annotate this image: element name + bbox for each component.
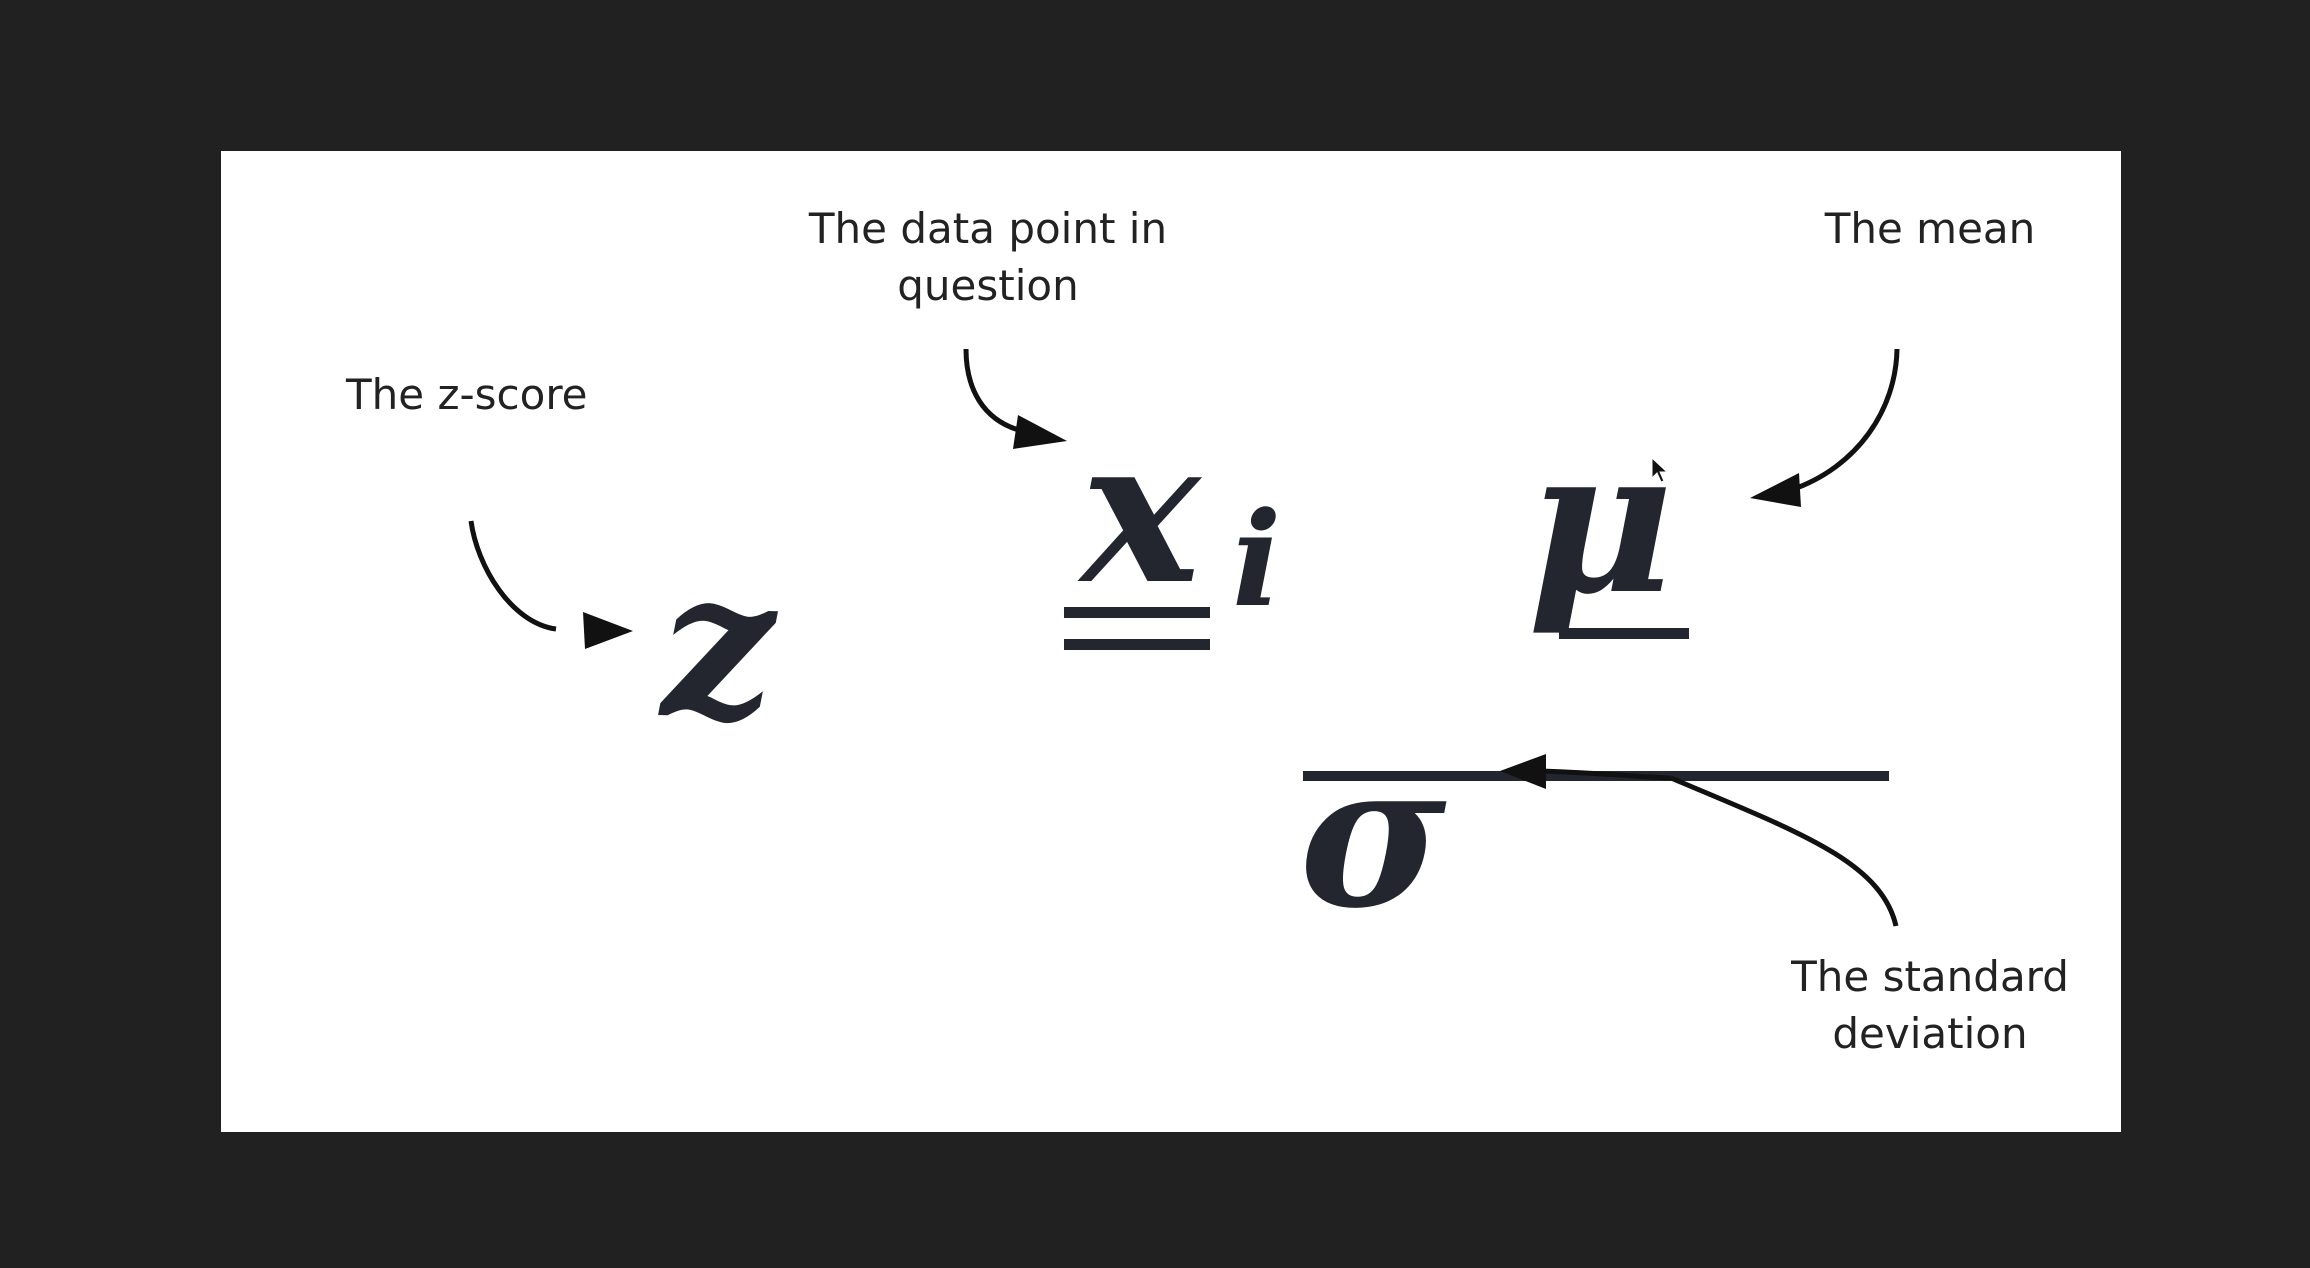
formula-mu: μ [1527,404,1674,639]
arrow-icon [1750,348,1900,507]
label-data-point: The data point in question [788,200,1188,314]
label-z-score: The z-score [346,370,588,419]
label-std-dev-line2: deviation [1832,1009,2028,1058]
arrow-icon [1500,754,1899,927]
formula-x: x [1081,394,1201,629]
formula-slide: The z-score The data point in question T… [221,151,2121,1132]
label-data-point-line2: question [897,261,1079,310]
mouse-cursor-icon [1651,457,1669,483]
formula-sigma: σ [1299,718,1447,953]
arrow-icon [963,348,1067,449]
formula-z: z [661,528,775,763]
label-mean: The mean [1824,204,2036,253]
equals-sign-top [1064,607,1210,618]
formula-subscript-i: i [1232,483,1282,636]
arrows-layer [468,348,1900,927]
label-data-point-line1: The data point in [808,204,1168,253]
label-standard-deviation: The standard deviation [1760,948,2100,1062]
equals-sign-bottom [1064,639,1210,650]
arrow-icon [468,520,633,649]
minus-sign [1559,628,1689,639]
label-std-dev-line1: The standard [1791,952,2069,1001]
